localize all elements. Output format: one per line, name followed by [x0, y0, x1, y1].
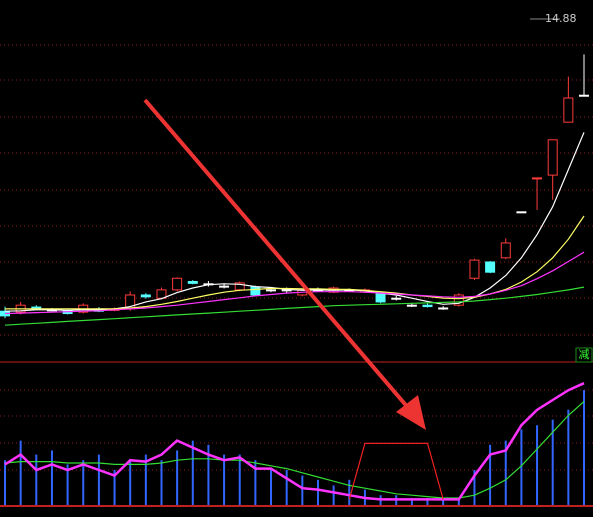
candle-body	[579, 94, 589, 97]
candle-body	[266, 289, 277, 292]
candle-body	[469, 259, 480, 279]
line-series	[4, 286, 585, 326]
line-series	[348, 442, 444, 500]
high-label: 14.88	[545, 12, 577, 25]
line-series	[4, 251, 585, 315]
candle-body	[563, 97, 574, 123]
candle-body	[391, 297, 402, 300]
marks	[0, 54, 589, 505]
candle-body	[140, 294, 151, 298]
candle-body	[516, 211, 527, 214]
arrow	[143, 98, 426, 430]
candle-body	[422, 304, 433, 308]
candle-body	[172, 277, 183, 291]
candle-body	[547, 139, 558, 176]
candle-body	[375, 292, 386, 303]
candle-body	[250, 286, 261, 296]
candle-body	[500, 242, 511, 259]
candle-body	[453, 294, 464, 306]
candle-body	[438, 307, 449, 310]
candle-body	[219, 285, 230, 288]
candle-body	[532, 177, 543, 180]
line-series	[4, 400, 585, 499]
annotation-box	[575, 347, 593, 363]
line-series	[4, 382, 585, 501]
candle-body	[406, 304, 417, 307]
line-series	[4, 132, 585, 312]
annotation: 减	[579, 348, 590, 361]
line-series	[5, 215, 585, 310]
candle-body	[187, 280, 198, 284]
grid-layout	[0, 44, 593, 507]
candle-body	[485, 261, 496, 273]
